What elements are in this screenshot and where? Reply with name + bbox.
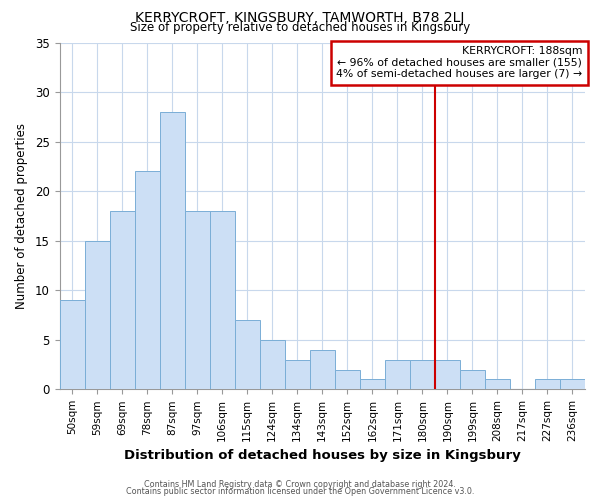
Bar	[335, 370, 360, 390]
Bar	[134, 172, 160, 390]
Y-axis label: Number of detached properties: Number of detached properties	[15, 123, 28, 309]
Bar	[285, 360, 310, 390]
Bar	[560, 380, 585, 390]
Text: Contains HM Land Registry data © Crown copyright and database right 2024.: Contains HM Land Registry data © Crown c…	[144, 480, 456, 489]
Bar	[410, 360, 435, 390]
Bar	[535, 380, 560, 390]
Bar	[485, 380, 510, 390]
Text: KERRYCROFT: 188sqm
← 96% of detached houses are smaller (155)
4% of semi-detache: KERRYCROFT: 188sqm ← 96% of detached hou…	[336, 46, 583, 79]
Text: Contains public sector information licensed under the Open Government Licence v3: Contains public sector information licen…	[126, 487, 474, 496]
Text: KERRYCROFT, KINGSBURY, TAMWORTH, B78 2LJ: KERRYCROFT, KINGSBURY, TAMWORTH, B78 2LJ	[136, 11, 464, 25]
Bar	[385, 360, 410, 390]
Bar	[260, 340, 285, 390]
Bar	[460, 370, 485, 390]
Bar	[209, 211, 235, 390]
Text: Size of property relative to detached houses in Kingsbury: Size of property relative to detached ho…	[130, 21, 470, 34]
X-axis label: Distribution of detached houses by size in Kingsbury: Distribution of detached houses by size …	[124, 450, 521, 462]
Bar	[59, 300, 85, 390]
Bar	[235, 320, 260, 390]
Bar	[85, 240, 110, 390]
Bar	[435, 360, 460, 390]
Bar	[110, 211, 134, 390]
Bar	[160, 112, 185, 390]
Bar	[310, 350, 335, 390]
Bar	[360, 380, 385, 390]
Bar	[185, 211, 209, 390]
